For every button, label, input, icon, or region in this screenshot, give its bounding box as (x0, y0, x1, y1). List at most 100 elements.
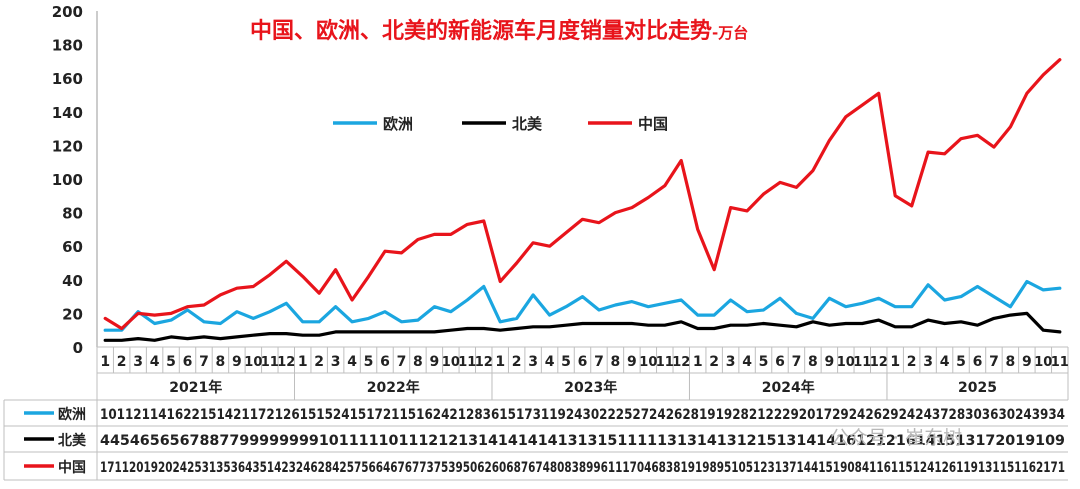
month-label: 8 (808, 354, 818, 370)
month-label: 9 (232, 354, 242, 370)
year-label: 2025 (958, 380, 997, 396)
month-label: 1 (100, 354, 110, 370)
month-label: 2 (512, 354, 522, 370)
y-tick-label: 80 (62, 205, 83, 223)
month-label: 6 (380, 354, 390, 370)
month-label: 3 (528, 354, 538, 370)
year-label: 2021年 (169, 379, 222, 396)
month-label: 7 (989, 354, 999, 370)
y-tick-label: 180 (52, 37, 83, 55)
month-label: 8 (216, 354, 226, 370)
year-label: 2022年 (367, 379, 420, 396)
month-label: 9 (824, 354, 834, 370)
watermark-text: 公众号 · 崔东树 (830, 427, 962, 449)
y-tick-label: 140 (52, 104, 83, 122)
month-label: 2 (709, 354, 719, 370)
y-tick-label: 100 (52, 171, 83, 189)
series-line-0 (103, 279, 1062, 332)
y-tick-label: 20 (62, 305, 83, 323)
year-labels: 2021年 2022年 2023年 2024年 2025 (169, 379, 997, 396)
month-label: 11 (1051, 355, 1069, 370)
month-label: 12 (870, 355, 888, 370)
month-label: 5 (166, 354, 176, 370)
year-label: 2023年 (564, 379, 617, 396)
month-label: 9 (430, 354, 440, 370)
chart-title-unit: -万台 (712, 24, 748, 42)
month-label: 11 (458, 355, 476, 370)
month-label: 1 (693, 354, 703, 370)
month-label: 6 (183, 354, 193, 370)
month-label: 10 (1034, 355, 1052, 370)
month-label: 1 (298, 354, 308, 370)
month-label: 8 (413, 354, 423, 370)
month-label: 10 (244, 355, 262, 370)
month-label: 6 (578, 354, 588, 370)
month-label: 6 (775, 354, 785, 370)
y-tick-label: 120 (52, 137, 83, 155)
series-lines (103, 58, 1062, 342)
month-label: 11 (656, 355, 674, 370)
month-label: 5 (364, 354, 374, 370)
table-row-label: 中国 (58, 459, 86, 476)
month-label: 2 (314, 354, 324, 370)
month-label: 9 (1022, 354, 1032, 370)
series-line-2 (103, 58, 1062, 331)
month-label: 5 (561, 354, 571, 370)
data-table-grid (3, 346, 1069, 481)
month-label: 7 (199, 354, 209, 370)
month-label: 2 (907, 354, 917, 370)
month-label: 12 (475, 355, 493, 370)
table-row-values: 4454656567887799999999101111101112121314… (100, 433, 1065, 449)
month-label: 11 (853, 355, 871, 370)
month-label: 2 (117, 354, 127, 370)
y-tick-label: 0 (73, 339, 83, 357)
month-label: 3 (331, 354, 341, 370)
year-label: 2024年 (762, 379, 815, 396)
month-labels: 1 2 3 4 5 6 7 8 9 101112 1 2 3 4 5 6 7 8 9 101112 1 2 3 4 5 6 7 8 9 1… (100, 354, 1068, 370)
month-label: 10 (442, 355, 460, 370)
month-label: 7 (397, 354, 407, 370)
month-label: 9 (627, 354, 637, 370)
legend-label: 欧洲 (383, 115, 413, 133)
month-label: 7 (594, 354, 604, 370)
y-tick-label: 160 (52, 70, 83, 88)
y-tick-labels: 0 20 40 60 80 100 120 140 160 180 200 (52, 3, 83, 357)
y-tick-label: 40 (62, 272, 83, 290)
month-label: 4 (347, 354, 357, 370)
month-label: 4 (150, 354, 160, 370)
month-label: 1 (890, 354, 900, 370)
legend-label: 中国 (638, 115, 668, 133)
chart-title: 中国、欧洲、北美的新能源车月度销量对比走势-万台 (250, 18, 748, 44)
chart-title-main: 中国、欧洲、北美的新能源车月度销量对比走势 (250, 18, 712, 44)
month-label: 10 (837, 355, 855, 370)
y-tick-label: 200 (52, 3, 83, 21)
month-label: 10 (639, 355, 657, 370)
month-label: 3 (726, 354, 736, 370)
month-label: 6 (973, 354, 983, 370)
month-label: 11 (261, 355, 279, 370)
month-label: 7 (792, 354, 802, 370)
month-label: 12 (277, 355, 295, 370)
series-line-1 (103, 311, 1062, 342)
month-label: 3 (133, 354, 143, 370)
month-label: 3 (923, 354, 933, 370)
data-table-rows: 欧洲 10112114162215142117212615152415172115… (24, 406, 1065, 476)
legend-label: 北美 (512, 115, 543, 133)
table-row-values: 1711201920242531353643514232462842575664… (100, 460, 1065, 476)
month-label: 1 (495, 354, 505, 370)
month-label: 8 (1006, 354, 1016, 370)
month-label: 4 (742, 354, 752, 370)
month-label: 5 (956, 354, 966, 370)
month-label: 4 (940, 354, 950, 370)
y-tick-label: 60 (62, 238, 83, 256)
legend: 欧洲 北美 中国 (333, 115, 668, 133)
month-label: 5 (759, 354, 769, 370)
month-label: 8 (611, 354, 621, 370)
month-label: 4 (545, 354, 555, 370)
table-row-values: 1011211416221514211721261515241517211516… (100, 407, 1065, 423)
month-label: 12 (672, 355, 690, 370)
table-row-label: 北美 (58, 432, 87, 449)
table-row-label: 欧洲 (58, 406, 86, 423)
